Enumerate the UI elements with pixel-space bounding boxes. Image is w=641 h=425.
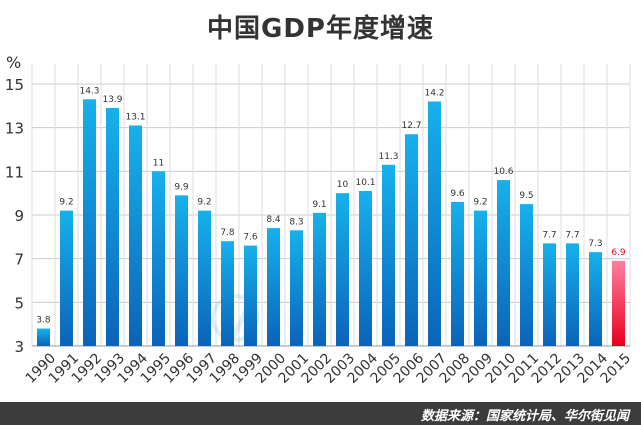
data-label-1991: 9.2: [59, 198, 73, 208]
bar-2005: [382, 164, 395, 346]
data-label-1992: 14.3: [79, 86, 99, 96]
data-label-2006: 12.7: [401, 121, 421, 131]
bar-2009: [474, 210, 487, 346]
bar-2006: [405, 134, 418, 346]
y-tick-label: 15: [5, 76, 24, 94]
data-label-2010: 10.6: [493, 167, 513, 177]
bar-2001: [290, 230, 303, 346]
bar-2012: [543, 243, 556, 346]
y-tick-label: 7: [14, 251, 24, 269]
bar-2013: [566, 243, 579, 346]
footer-bar: 数据来源：国家统计局、华尔街见闻: [0, 402, 641, 425]
y-tick-label: 3: [14, 338, 24, 356]
data-label-1998: 7.8: [220, 228, 235, 238]
y-axis-unit: %: [6, 53, 21, 72]
data-label-1996: 9.9: [174, 182, 189, 192]
data-label-2013: 7.7: [565, 230, 579, 240]
y-tick-label: 11: [5, 163, 24, 181]
bar-2008: [451, 201, 464, 346]
gdp-growth-bar-chart: 3.8 9.2 14.313.913.1 11 9.9 9.2 7.8 7.6 8.4 8.3 9.…: [5, 53, 634, 387]
bar-2014: [589, 252, 602, 346]
gridlines: [31, 64, 631, 347]
bar-1990: [37, 328, 50, 346]
bar-2010: [497, 180, 510, 346]
data-label-2012: 7.7: [542, 230, 556, 240]
bar-2004: [359, 190, 372, 346]
bar-1997: [198, 210, 211, 346]
data-label-2004: 10.1: [355, 178, 375, 188]
data-label-1993: 13.9: [102, 95, 122, 105]
bar-1991: [60, 210, 73, 346]
data-label-2000: 8.4: [266, 215, 281, 225]
y-tick-label: 5: [14, 294, 24, 312]
data-label-2014: 7.3: [588, 239, 602, 249]
bar-2000: [267, 228, 280, 346]
data-label-1997: 9.2: [197, 198, 211, 208]
bar-2015: [612, 260, 625, 346]
bar-1999: [244, 245, 257, 346]
source-note: 数据来源：国家统计局、华尔街见闻: [420, 409, 629, 424]
bar-1994: [129, 125, 142, 346]
data-label-2002: 9.1: [312, 200, 326, 210]
data-label-2009: 9.2: [473, 198, 487, 208]
bar-1998: [221, 241, 234, 346]
bar-2002: [313, 212, 326, 346]
data-label-1990: 3.8: [36, 316, 51, 326]
bar-1992: [83, 99, 96, 347]
bar-1996: [175, 195, 188, 346]
data-label-1995: 11: [153, 158, 164, 168]
data-label-2003: 10: [337, 180, 349, 190]
y-tick-label: 9: [14, 207, 24, 225]
data-label-1994: 13.1: [125, 112, 145, 122]
bar-1993: [106, 108, 119, 347]
bar-2003: [336, 193, 349, 346]
data-label-2001: 8.3: [289, 217, 303, 227]
data-label-2011: 9.5: [519, 191, 533, 201]
data-label-2015: 6.9: [611, 248, 626, 258]
bar-2007: [428, 101, 441, 346]
y-tick-label: 13: [5, 120, 24, 138]
data-label-1999: 7.6: [243, 233, 258, 243]
bar-2011: [520, 204, 533, 346]
bar-1995: [152, 171, 165, 346]
chart-title: 中国GDP年度增速: [207, 14, 434, 44]
data-label-2007: 14.2: [424, 88, 444, 98]
data-label-2008: 9.6: [450, 189, 465, 199]
data-label-2005: 11.3: [378, 152, 398, 162]
